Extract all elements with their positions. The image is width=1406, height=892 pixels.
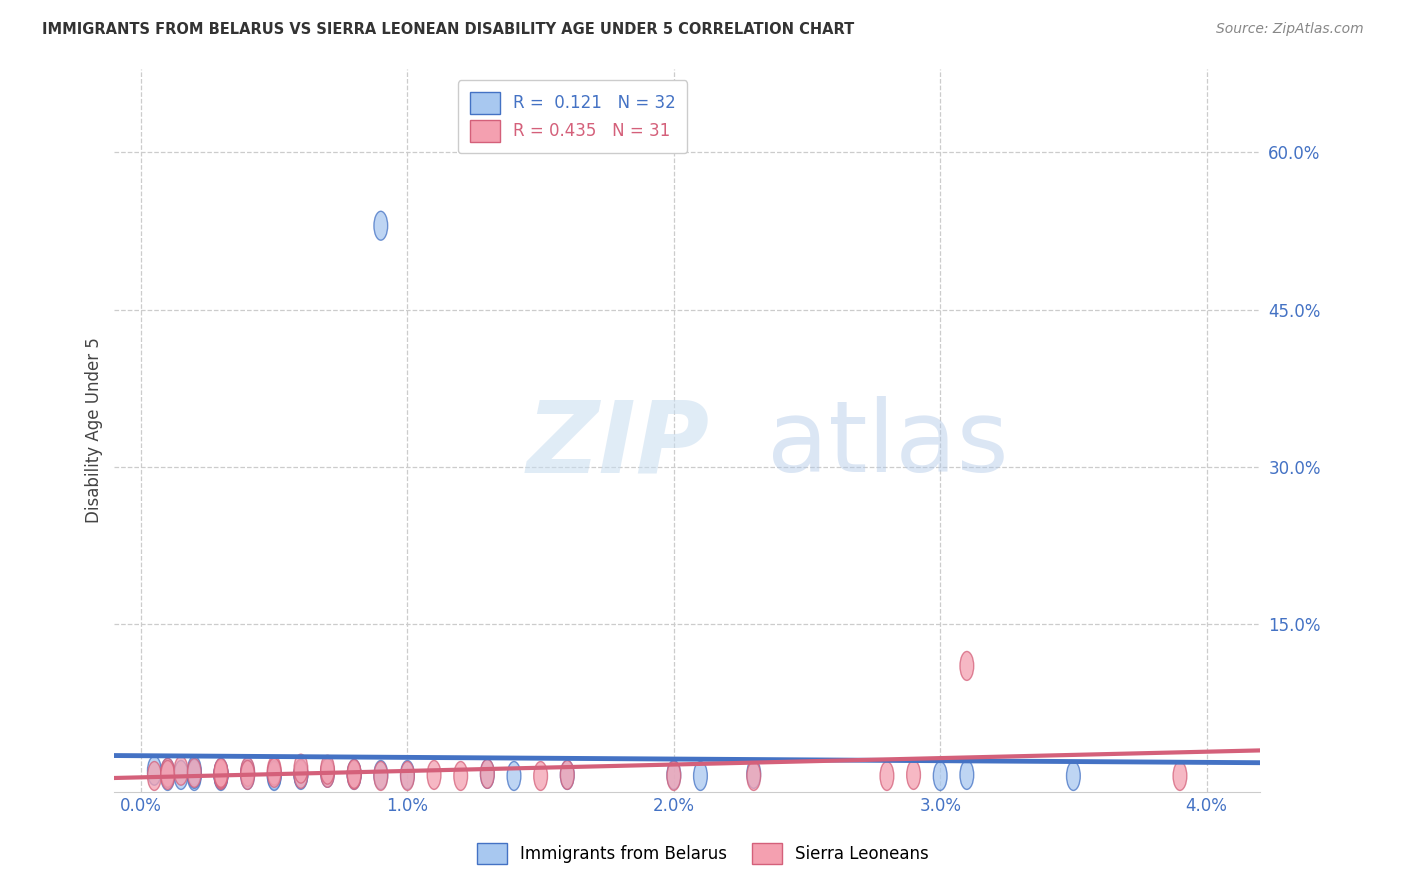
Ellipse shape [347, 759, 361, 789]
Ellipse shape [240, 758, 254, 788]
Text: atlas: atlas [768, 396, 1010, 493]
Ellipse shape [267, 761, 281, 789]
Ellipse shape [454, 762, 468, 790]
Ellipse shape [267, 762, 281, 790]
Ellipse shape [160, 758, 174, 788]
Ellipse shape [907, 761, 921, 789]
Ellipse shape [747, 759, 761, 789]
Ellipse shape [534, 762, 547, 790]
Ellipse shape [401, 761, 415, 789]
Ellipse shape [160, 758, 174, 788]
Ellipse shape [174, 756, 188, 785]
Ellipse shape [1067, 762, 1080, 790]
Ellipse shape [321, 758, 335, 788]
Ellipse shape [214, 762, 228, 790]
Ellipse shape [187, 756, 201, 785]
Ellipse shape [214, 758, 228, 788]
Text: Source: ZipAtlas.com: Source: ZipAtlas.com [1216, 22, 1364, 37]
Ellipse shape [240, 761, 254, 789]
Ellipse shape [240, 757, 254, 786]
Ellipse shape [214, 759, 228, 789]
Ellipse shape [666, 761, 681, 789]
Ellipse shape [294, 759, 308, 789]
Ellipse shape [160, 762, 174, 790]
Ellipse shape [214, 759, 228, 789]
Ellipse shape [214, 761, 228, 789]
Ellipse shape [148, 762, 162, 790]
Ellipse shape [747, 762, 761, 790]
Ellipse shape [481, 759, 495, 789]
Ellipse shape [401, 762, 415, 790]
Ellipse shape [187, 759, 201, 789]
Text: ZIP: ZIP [527, 396, 710, 493]
Ellipse shape [561, 761, 574, 789]
Ellipse shape [160, 761, 174, 789]
Ellipse shape [240, 761, 254, 789]
Ellipse shape [294, 759, 308, 789]
Ellipse shape [427, 761, 441, 789]
Ellipse shape [267, 758, 281, 788]
Ellipse shape [960, 651, 974, 681]
Ellipse shape [214, 758, 228, 788]
Ellipse shape [960, 761, 974, 789]
Ellipse shape [294, 754, 308, 783]
Ellipse shape [187, 762, 201, 790]
Ellipse shape [347, 761, 361, 789]
Ellipse shape [934, 762, 948, 790]
Ellipse shape [374, 211, 388, 240]
Ellipse shape [187, 758, 201, 788]
Ellipse shape [666, 762, 681, 790]
Ellipse shape [174, 761, 188, 789]
Ellipse shape [374, 761, 388, 789]
Ellipse shape [294, 761, 308, 789]
Ellipse shape [321, 758, 335, 788]
Ellipse shape [148, 756, 162, 785]
Ellipse shape [1173, 762, 1187, 790]
Ellipse shape [481, 759, 495, 789]
Ellipse shape [214, 761, 228, 789]
Ellipse shape [347, 761, 361, 789]
Ellipse shape [508, 762, 520, 790]
Y-axis label: Disability Age Under 5: Disability Age Under 5 [86, 337, 103, 523]
Legend: R =  0.121   N = 32, R = 0.435   N = 31: R = 0.121 N = 32, R = 0.435 N = 31 [458, 80, 688, 153]
Ellipse shape [374, 762, 388, 790]
Legend: Immigrants from Belarus, Sierra Leoneans: Immigrants from Belarus, Sierra Leoneans [470, 837, 936, 871]
Ellipse shape [561, 761, 574, 789]
Ellipse shape [267, 756, 281, 785]
Text: IMMIGRANTS FROM BELARUS VS SIERRA LEONEAN DISABILITY AGE UNDER 5 CORRELATION CHA: IMMIGRANTS FROM BELARUS VS SIERRA LEONEA… [42, 22, 855, 37]
Ellipse shape [880, 762, 894, 790]
Ellipse shape [693, 762, 707, 790]
Ellipse shape [321, 756, 335, 784]
Ellipse shape [347, 759, 361, 789]
